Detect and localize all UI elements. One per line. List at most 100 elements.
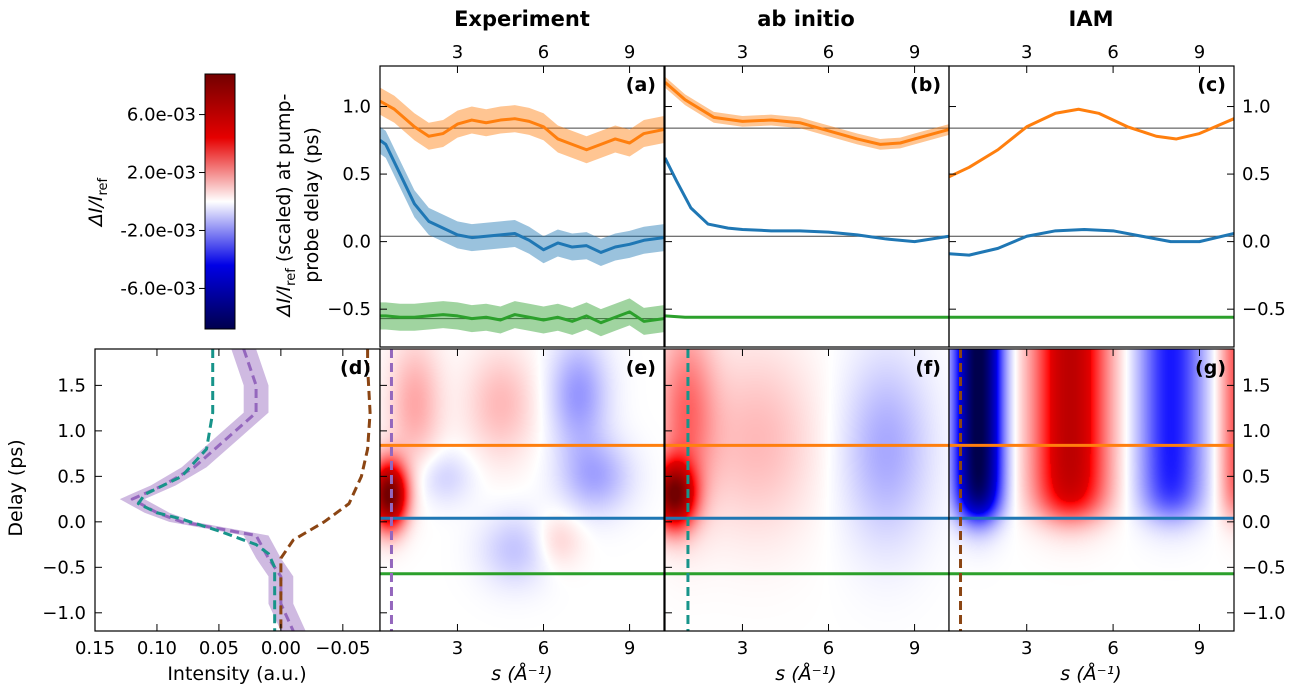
y-tick-label: 1.5 — [1242, 375, 1271, 396]
heatmap-canvas-f — [665, 349, 949, 631]
y-tick-label: 0.0 — [1242, 512, 1271, 533]
frame-g — [948, 348, 1235, 632]
x-tick-label: 6 — [1107, 638, 1118, 659]
y-tick-label: 0.5 — [1242, 466, 1271, 487]
panel-letter-f: (f) — [915, 357, 941, 379]
x-tick-label: −0.05 — [315, 638, 370, 659]
y-tick-label: −0.5 — [327, 299, 371, 320]
panel-f: 3 6 9 — [664, 348, 950, 659]
colorbar-tick-label: -6.0e-03 — [120, 278, 196, 299]
panel-letter-a: (a) — [626, 74, 656, 96]
colorbar-tick-label: 2.0e-03 — [127, 163, 196, 184]
plot-area-g — [949, 349, 1234, 631]
y-tick-label: −1.0 — [42, 603, 86, 624]
plot-area-b — [665, 76, 949, 319]
panel-e: 3 6 9 — [379, 348, 665, 659]
colorbar-label: ΔI/Iref — [85, 177, 111, 228]
y-tick-label: 0.0 — [342, 232, 371, 253]
s-xlabel-e: s (Å⁻¹) — [491, 662, 552, 685]
x-tick-label: 9 — [909, 638, 920, 659]
series-line-blue — [665, 157, 949, 244]
colorbar-tick-label: 6.0e-03 — [127, 105, 196, 126]
frame-c — [948, 65, 1235, 348]
heatmap-e — [380, 349, 664, 631]
x-tick-label: 9 — [909, 42, 920, 63]
colorbar-gradient — [204, 73, 236, 330]
x-tick-label: 9 — [1194, 42, 1205, 63]
panel-letter-d: (d) — [340, 357, 371, 379]
delay-ylabel: Delay (ps) — [5, 439, 27, 536]
frame-a — [379, 65, 665, 348]
x-tick-label: 0.10 — [137, 638, 177, 659]
heatmap-f — [665, 349, 949, 631]
series-line-orange — [949, 107, 1234, 179]
panels: 3 6 9 −0.5 0.0 0.5 1.0 3 6 9 3 6 9 −0.5 0.0 0.5 1.0 0.15 0… — [42, 42, 1285, 659]
s-xlabel-g: s (Å⁻¹) — [1060, 662, 1121, 685]
series-line-blue — [949, 227, 1234, 257]
series-line-blue — [380, 139, 664, 254]
y-tick-label: −0.5 — [1242, 299, 1286, 320]
uncertainty-band-purple — [119, 349, 306, 631]
y-tick-label: 0.0 — [57, 512, 86, 533]
panel-letter-b: (b) — [910, 74, 941, 96]
x-tick-label: 6 — [823, 638, 834, 659]
plot-area-e — [380, 349, 664, 631]
plot-area-f — [665, 349, 949, 631]
x-tick-label: 3 — [452, 638, 463, 659]
x-tick-label: 3 — [1021, 638, 1032, 659]
uncertainty-band-orange — [665, 76, 949, 150]
s-xlabel-f: s (Å⁻¹) — [775, 662, 836, 685]
y-tick-label: 0.5 — [57, 466, 86, 487]
x-tick-label: 3 — [452, 42, 463, 63]
y-tick-label: −0.5 — [42, 557, 86, 578]
x-tick-label: 9 — [624, 42, 635, 63]
title-ab-initio: ab initio — [757, 7, 855, 31]
top-ylabel: ΔI/Iref (scaled) at pump- — [273, 94, 299, 319]
y-tick-label: 1.5 — [57, 375, 86, 396]
top-ylabel-line2: probe delay (ps) — [301, 127, 323, 283]
y-tick-label: −1.0 — [1242, 603, 1286, 624]
colorbar-ticks: 6.0e-03 2.0e-03 -2.0e-03 -6.0e-03 — [120, 105, 205, 299]
panel-a: 3 6 9 −0.5 0.0 0.5 1.0 — [327, 42, 665, 348]
series-line-green — [665, 314, 949, 319]
y-tick-label: 0.5 — [342, 164, 371, 185]
heatmap-canvas-g — [949, 349, 1234, 631]
frame-e — [379, 348, 665, 632]
plot-area-c — [949, 107, 1234, 319]
x-tick-label: 3 — [737, 638, 748, 659]
y-tick-label: −0.5 — [1242, 557, 1286, 578]
x-tick-label: 3 — [737, 42, 748, 63]
plot-area-a — [380, 87, 664, 337]
panel-c: 3 6 9 −0.5 0.0 0.5 1.0 — [948, 42, 1286, 348]
heatmap-canvas-e — [380, 349, 664, 631]
title-experiment: Experiment — [454, 7, 590, 31]
x-tick-label: 9 — [1194, 638, 1205, 659]
y-tick-label: 1.0 — [1242, 421, 1271, 442]
title-iam: IAM — [1069, 7, 1114, 31]
y-tick-label: 1.0 — [57, 421, 86, 442]
series-line-teal — [136, 349, 277, 631]
frame-b — [664, 65, 950, 348]
panel-g: 3 6 9 −1.0 −0.5 0.0 0.5 1.0 1.5 — [948, 348, 1286, 659]
panel-b: 3 6 9 — [664, 42, 950, 348]
x-tick-label: 6 — [538, 638, 549, 659]
colorbar: 6.0e-03 2.0e-03 -2.0e-03 -6.0e-03 ΔI/Iref — [85, 73, 236, 330]
x-tick-label: 6 — [823, 42, 834, 63]
plot-area-d — [119, 349, 372, 631]
series-line-brown — [279, 349, 372, 631]
panel-letter-g: (g) — [1195, 357, 1226, 379]
panel-letter-c: (c) — [1197, 74, 1226, 96]
heatmap-g — [949, 349, 1234, 631]
series-line-orange — [380, 99, 664, 152]
intensity-xlabel: Intensity (a.u.) — [167, 663, 306, 685]
colorbar-tick-label: -2.0e-03 — [120, 220, 196, 241]
y-tick-label: 0.5 — [1242, 164, 1271, 185]
y-tick-label: 1.0 — [1242, 97, 1271, 118]
uncertainty-band-orange — [380, 87, 664, 164]
x-tick-label: 0.15 — [75, 638, 115, 659]
panel-d: 0.15 0.10 0.05 0.00 −0.05 −1.0 −0.5 0.0 0.5 1.0 1.… — [42, 348, 381, 659]
y-tick-label: 0.0 — [1242, 232, 1271, 253]
y-tick-label: 1.0 — [342, 97, 371, 118]
series-line-green — [380, 310, 664, 325]
series-line-orange — [665, 81, 949, 146]
